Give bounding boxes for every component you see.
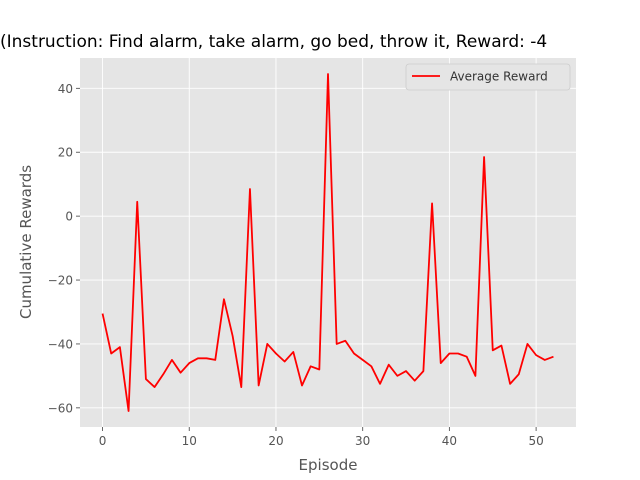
x-tick-label: 20 xyxy=(268,434,283,448)
chart-title: (Instruction: Find alarm, take alarm, go… xyxy=(0,32,547,52)
y-tick-label: −40 xyxy=(48,337,73,351)
legend-label-average-reward: Average Reward xyxy=(450,70,548,84)
y-tick-label: 40 xyxy=(58,82,73,96)
plot-area xyxy=(80,58,576,427)
x-tick-label: 0 xyxy=(99,434,107,448)
legend: Average Reward xyxy=(405,63,571,91)
series-line-average-reward xyxy=(101,73,554,412)
y-axis-label: Cumulative Rewards xyxy=(17,165,35,319)
x-tick-label: 40 xyxy=(442,434,457,448)
y-tick-label: 20 xyxy=(58,146,73,160)
x-tick-label: 10 xyxy=(182,434,197,448)
grid-lines xyxy=(80,58,576,427)
y-tick-label: 0 xyxy=(65,210,73,224)
legend-box xyxy=(405,63,571,91)
y-axis-ticks: −60 −40 −20 0 20 40 xyxy=(48,82,80,415)
x-axis-ticks: 0 10 20 30 40 50 xyxy=(99,427,544,448)
x-axis-label: Episode xyxy=(299,456,358,474)
x-tick-label: 50 xyxy=(528,434,543,448)
x-tick-label: 30 xyxy=(355,434,370,448)
y-tick-label: −20 xyxy=(48,274,73,288)
y-tick-label: −60 xyxy=(48,401,73,415)
